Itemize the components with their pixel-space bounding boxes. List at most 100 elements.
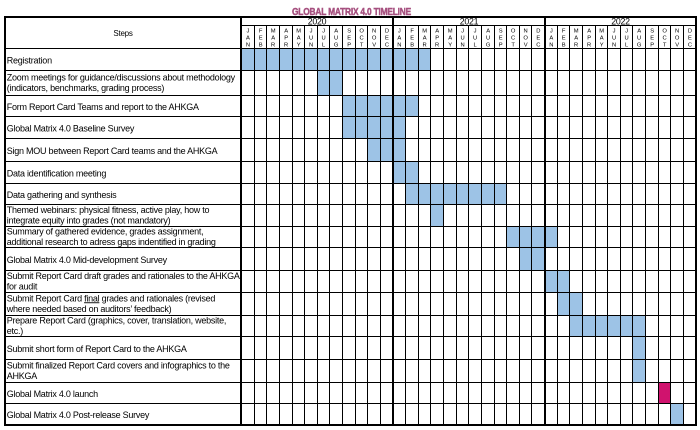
svg-text:P: P — [650, 43, 654, 49]
svg-text:P: P — [347, 43, 351, 49]
svg-text:E: E — [259, 36, 263, 42]
svg-text:O: O — [523, 36, 528, 42]
svg-text:N: N — [397, 43, 401, 49]
svg-text:A: A — [397, 36, 401, 42]
svg-text:J: J — [550, 29, 553, 35]
svg-text:A: A — [549, 36, 553, 42]
svg-text:J: J — [322, 29, 325, 35]
svg-text:M: M — [448, 29, 453, 35]
svg-text:Submit finalized Report Card c: Submit finalized Report Card covers and … — [7, 360, 230, 370]
svg-text:L: L — [625, 43, 629, 49]
svg-text:L: L — [474, 43, 478, 49]
svg-text:J: J — [310, 29, 313, 35]
svg-text:D: D — [385, 29, 389, 35]
svg-text:A: A — [423, 36, 427, 42]
svg-text:P: P — [284, 36, 288, 42]
svg-text:J: J — [474, 29, 477, 35]
svg-text:Themed webinars: physical fitn: Themed webinars: physical fitness, activ… — [7, 205, 210, 215]
svg-text:Global Matrix 4.0 Post-release: Global Matrix 4.0 Post-release Survey — [7, 410, 150, 420]
svg-text:A: A — [574, 36, 578, 42]
svg-text:C: C — [511, 36, 515, 42]
svg-text:O: O — [372, 36, 377, 42]
svg-text:G: G — [637, 43, 642, 49]
svg-text:A: A — [435, 29, 439, 35]
svg-text:Y: Y — [600, 43, 604, 49]
svg-text:J: J — [613, 29, 616, 35]
svg-text:F: F — [562, 29, 566, 35]
svg-text:J: J — [461, 29, 464, 35]
svg-text:U: U — [473, 36, 477, 42]
svg-text:V: V — [372, 43, 376, 49]
svg-text:U: U — [461, 36, 465, 42]
svg-text:U: U — [334, 36, 338, 42]
svg-text:R: R — [423, 43, 427, 49]
svg-text:Form Report Card Teams and rep: Form Report Card Teams and report to the… — [7, 102, 199, 112]
svg-text:E: E — [385, 36, 389, 42]
svg-text:J: J — [246, 29, 249, 35]
svg-text:P: P — [587, 36, 591, 42]
svg-text:U: U — [637, 36, 641, 42]
svg-text:A: A — [448, 36, 452, 42]
svg-text:additional research to adress: additional research to adress gaps inden… — [7, 237, 216, 247]
svg-text:S: S — [650, 29, 654, 35]
svg-text:AHKGA: AHKGA — [7, 371, 38, 381]
svg-text:C: C — [360, 36, 364, 42]
svg-text:A: A — [637, 29, 641, 35]
svg-text:T: T — [360, 43, 364, 49]
svg-text:Submit short form of Report Ca: Submit short form of Report Card to the … — [7, 344, 187, 354]
svg-text:M: M — [271, 29, 276, 35]
svg-text:Y: Y — [297, 43, 301, 49]
svg-text:J: J — [625, 29, 628, 35]
svg-text:Data gathering and synthesis: Data gathering and synthesis — [7, 190, 117, 200]
svg-text:2022: 2022 — [611, 17, 630, 27]
svg-text:N: N — [524, 29, 528, 35]
svg-text:O: O — [662, 29, 667, 35]
svg-text:S: S — [347, 29, 351, 35]
svg-text:A: A — [271, 36, 275, 42]
svg-text:U: U — [625, 36, 629, 42]
svg-text:Submit Report Card draft grade: Submit Report Card draft grades and rati… — [7, 271, 240, 281]
svg-text:E: E — [562, 36, 566, 42]
svg-text:Zoom meetings for guidance/dis: Zoom meetings for guidance/discussions a… — [7, 72, 236, 82]
svg-text:G: G — [486, 43, 491, 49]
svg-text:N: N — [612, 43, 616, 49]
svg-text:Global Matrix 4.0 launch: Global Matrix 4.0 launch — [7, 389, 98, 399]
svg-text:R: R — [574, 43, 578, 49]
svg-text:M: M — [422, 29, 427, 35]
svg-text:E: E — [347, 36, 351, 42]
svg-text:F: F — [259, 29, 263, 35]
svg-text:A: A — [486, 29, 490, 35]
svg-text:M: M — [599, 29, 604, 35]
svg-text:P: P — [435, 36, 439, 42]
svg-text:V: V — [675, 43, 679, 49]
svg-text:Global Matrix 4.0 Mid-developm: Global Matrix 4.0 Mid-development Survey — [7, 255, 168, 265]
svg-text:N: N — [246, 43, 250, 49]
svg-text:U: U — [309, 36, 313, 42]
svg-text:for audit: for audit — [7, 282, 38, 292]
svg-text:E: E — [499, 36, 503, 42]
svg-text:N: N — [461, 43, 465, 49]
svg-text:A: A — [284, 29, 288, 35]
svg-text:M: M — [296, 29, 301, 35]
svg-text:P: P — [499, 43, 503, 49]
svg-text:N: N — [372, 29, 376, 35]
svg-text:A: A — [600, 36, 604, 42]
svg-text:O: O — [511, 29, 516, 35]
svg-text:etc.): etc.) — [7, 326, 24, 336]
svg-text:B: B — [259, 43, 263, 49]
svg-text:E: E — [650, 36, 654, 42]
svg-text:O: O — [675, 36, 680, 42]
svg-text:N: N — [549, 43, 553, 49]
svg-text:Steps: Steps — [113, 29, 132, 38]
svg-text:C: C — [663, 36, 667, 42]
svg-text:D: D — [688, 29, 692, 35]
svg-text:M: M — [574, 29, 579, 35]
svg-text:L: L — [322, 43, 326, 49]
svg-text:Sign MOU between Report Card t: Sign MOU between Report Card teams and t… — [7, 146, 218, 156]
svg-text:S: S — [499, 29, 503, 35]
svg-text:E: E — [688, 36, 692, 42]
svg-text:C: C — [688, 43, 692, 49]
svg-text:A: A — [334, 29, 338, 35]
svg-text:J: J — [398, 29, 401, 35]
svg-text:(indicators, benchmarks, gradi: (indicators, benchmarks, grading process… — [7, 83, 165, 93]
